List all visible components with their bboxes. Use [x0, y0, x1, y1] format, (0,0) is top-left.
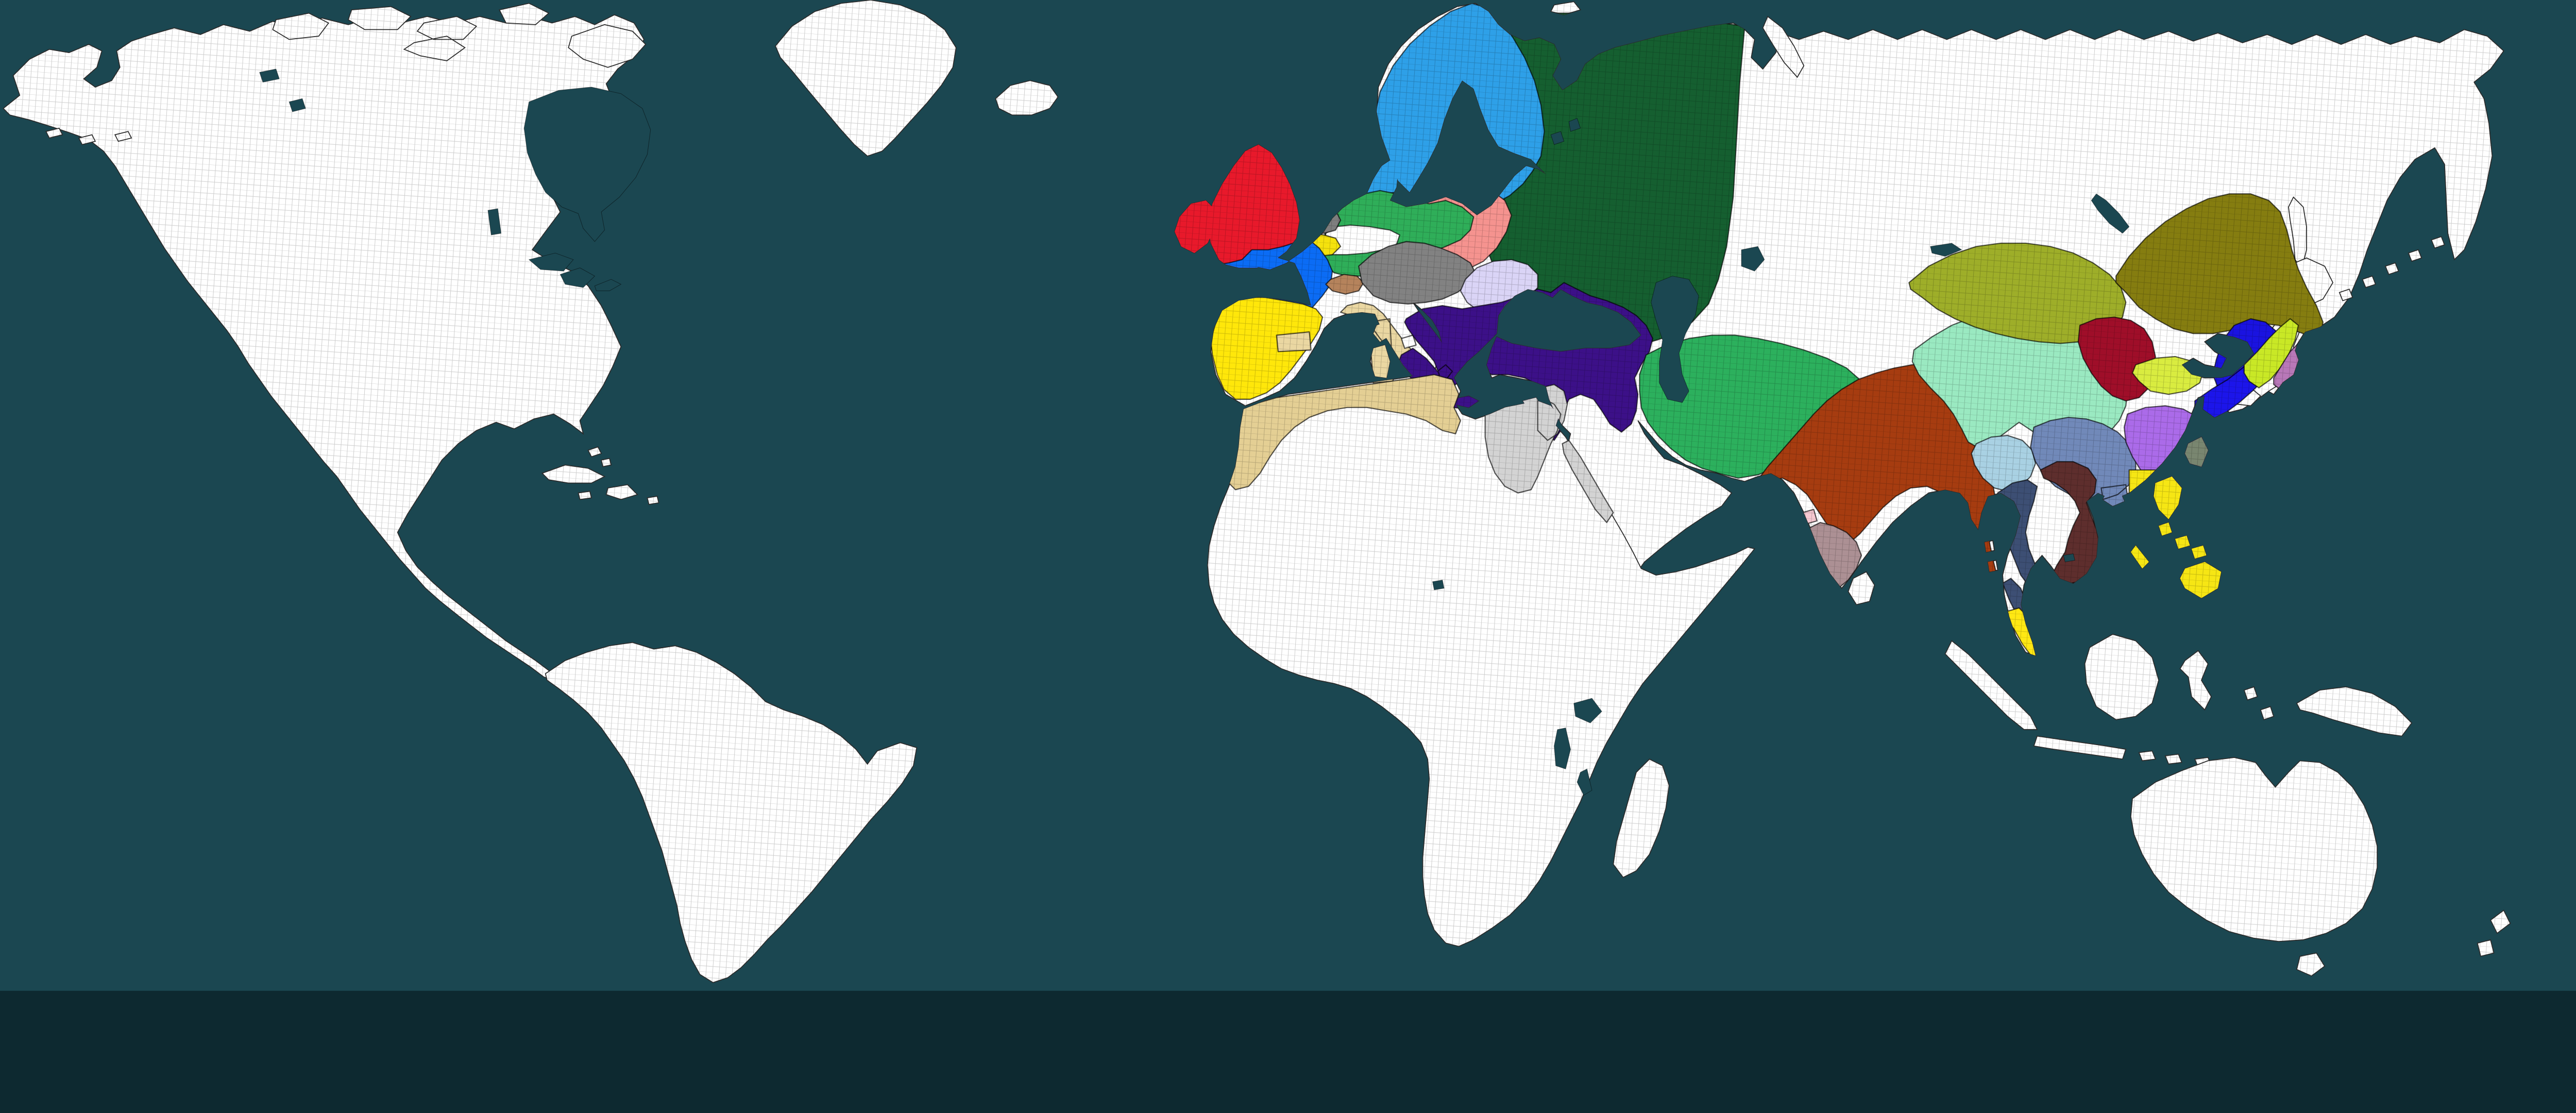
lake-balkhash [1930, 243, 1962, 257]
aral-sea [1741, 246, 1765, 272]
hudson-bay [523, 87, 651, 242]
great-lakes [528, 252, 622, 291]
lake-malawi [1577, 768, 1592, 796]
lake-baikal [2091, 193, 2130, 234]
lake-victoria [1573, 698, 1602, 723]
world-map-container [0, 0, 2576, 991]
lake-winnipeg [487, 208, 502, 235]
caspian-sea [1651, 276, 1699, 403]
lake-chad [1432, 580, 1445, 591]
lake-layer [259, 69, 2130, 796]
tonle-sap [2063, 553, 2076, 563]
great-slave-lake [259, 69, 306, 112]
lake-tanganyika [1554, 728, 1571, 769]
lake-ladoga-onega [1550, 117, 1581, 145]
world-political-map [0, 0, 2576, 991]
